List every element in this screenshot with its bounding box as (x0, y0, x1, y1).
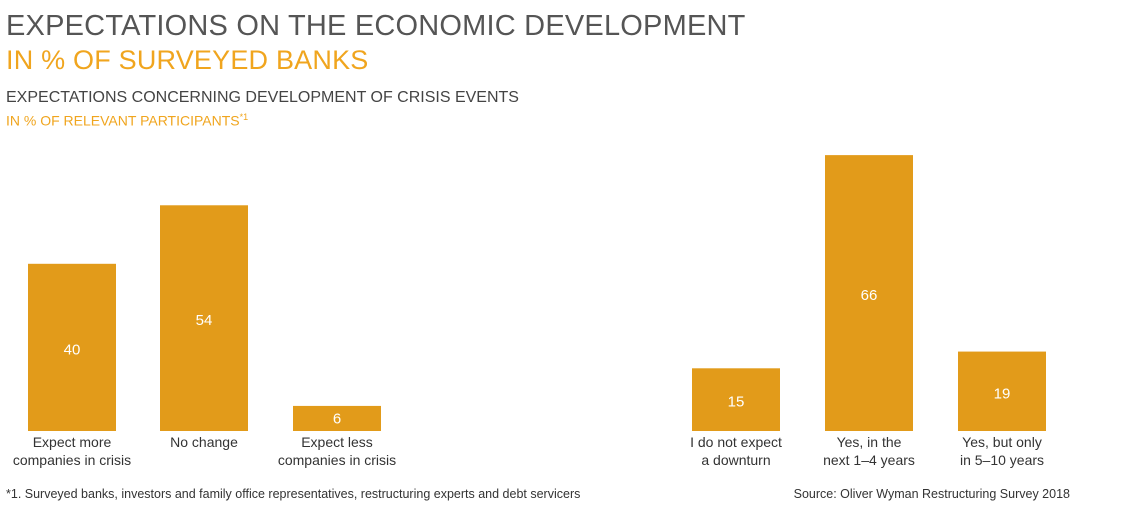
chart-subtitle: EXPECTATIONS CONCERNING DEVELOPMENT OF C… (6, 89, 519, 107)
subtitle-unit-text: IN % OF RELEVANT PARTICIPANTS (6, 112, 240, 129)
chart-subtitle-unit: IN % OF RELEVANT PARTICIPANTS*1 (6, 112, 248, 129)
footnote-marker: *1 (239, 112, 249, 122)
bar-left-3 (293, 405, 381, 431)
data-label-right-3: 19 (994, 385, 1011, 402)
data-label-left-2: 54 (196, 312, 213, 329)
category-label-right-3: in 5–10 years (960, 452, 1044, 468)
source-note: Source: Oliver Wyman Restructuring Surve… (793, 487, 1070, 501)
footnote: *1. Surveyed banks, investors and family… (6, 487, 581, 501)
data-label-right-2: 66 (861, 287, 878, 304)
category-label-left-2: No change (170, 434, 238, 450)
category-label-left-3: Expect less (301, 434, 373, 450)
bar-left-1 (28, 263, 116, 431)
data-label-left-1: 40 (64, 341, 81, 358)
bar-left-2 (160, 205, 248, 431)
data-label-left-3: 6 (333, 410, 341, 427)
category-label-left-1: Expect more (33, 434, 112, 450)
subtitle-text: EXPECTATIONS CONCERNING DEVELOPMENT OF C… (6, 89, 519, 106)
bar-right-3 (958, 351, 1046, 431)
category-label-left-1: companies in crisis (13, 452, 131, 468)
category-label-right-1: I do not expect (690, 434, 782, 450)
category-label-right-2: next 1–4 years (823, 452, 915, 468)
chart-title: EXPECTATIONS ON THE ECONOMIC DEVELOPMENT (6, 10, 746, 42)
chart-title-unit: IN % OF SURVEYED BANKS (6, 45, 369, 75)
bar-right-2 (825, 155, 913, 431)
category-label-right-3: Yes, but only (962, 434, 1042, 450)
category-label-right-2: Yes, in the (837, 434, 902, 450)
bar-right-1 (692, 368, 780, 431)
data-label-right-1: 15 (728, 394, 745, 411)
category-label-right-1: a downturn (701, 452, 770, 468)
category-label-left-3: companies in crisis (278, 452, 396, 468)
